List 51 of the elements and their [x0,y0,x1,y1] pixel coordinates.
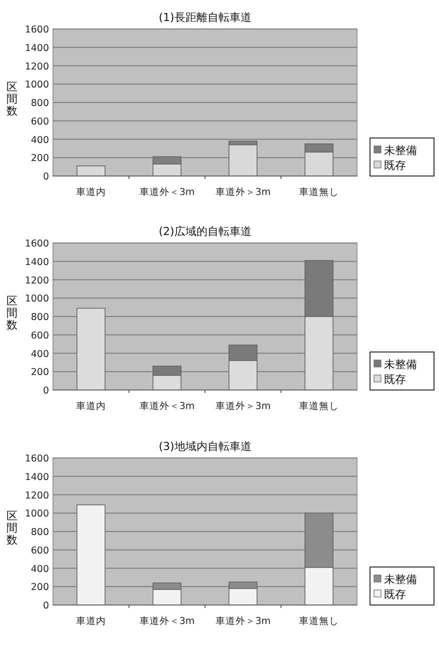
y-tick-label: 1600 [24,24,49,36]
y-tick-label: 800 [30,98,49,109]
y-tick-label: 200 [30,367,49,378]
y-tick-label: 1200 [24,490,49,502]
y-axis-title: 区間数 [6,294,18,332]
legend-label: 未整備 [384,358,417,371]
x-tick-label: 車道内 [76,400,106,412]
y-tick-label: 200 [30,153,49,164]
y-tick-label: 400 [30,134,49,146]
y-tick-label: 0 [42,600,49,612]
y-axis-title: 区間数 [6,510,18,546]
x-tick-label: 車道無し [299,400,339,412]
y-tick-label: 600 [30,116,49,128]
x-tick-label: 車道外＞3m [215,615,271,627]
y-tick-label: 800 [30,527,49,538]
chart-title: (2)広域的自転車道 [158,225,252,238]
y-axis-title: 区間数 [6,80,18,118]
y-tick-label: 1000 [24,508,49,520]
chart-title: (1)長距離自転車道 [158,11,252,24]
y-tick-label: 600 [30,545,49,556]
legend-label: 既存 [384,373,406,386]
x-tick-label: 車道無し [299,615,339,627]
x-tick-label: 車道外＜3m [139,186,195,198]
y-tick-label: 1600 [24,238,49,250]
x-tick-label: 車道内 [76,615,106,627]
y-tick-label: 1000 [24,294,49,305]
legend-label: 既存 [384,588,406,601]
x-tick-label: 車道外＜3m [139,400,195,412]
x-tick-label: 車道外＜3m [139,615,195,627]
y-tick-label: 0 [42,386,49,396]
y-tick-label: 1200 [24,275,49,286]
y-tick-label: 1200 [24,61,49,72]
y-tick-label: 1000 [24,80,49,91]
x-tick-label: 車道内 [76,186,106,198]
x-tick-label: 車道外＞3m [215,186,271,198]
y-tick-label: 600 [30,330,49,342]
legend-label: 未整備 [384,573,417,586]
y-tick-label: 1600 [24,454,49,464]
y-tick-label: 0 [42,172,49,182]
y-tick-label: 800 [30,312,49,323]
y-tick-label: 200 [30,582,49,594]
legend-label: 未整備 [384,144,417,157]
x-tick-label: 車道外＞3m [215,400,271,412]
y-tick-label: 400 [30,564,49,575]
legend-label: 既存 [384,159,406,172]
y-tick-label: 400 [30,348,49,360]
y-tick-label: 1400 [24,42,49,54]
x-tick-label: 車道無し [299,186,339,198]
y-tick-label: 1400 [24,472,49,483]
chart-title: (3)地域内自転車道 [158,440,252,453]
y-tick-label: 1400 [24,256,49,268]
